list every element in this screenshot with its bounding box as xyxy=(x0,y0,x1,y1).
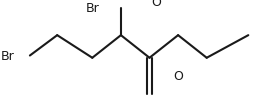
Text: O: O xyxy=(173,70,183,83)
Text: O: O xyxy=(151,0,161,9)
Text: Br: Br xyxy=(1,50,14,62)
Text: Br: Br xyxy=(86,2,99,15)
